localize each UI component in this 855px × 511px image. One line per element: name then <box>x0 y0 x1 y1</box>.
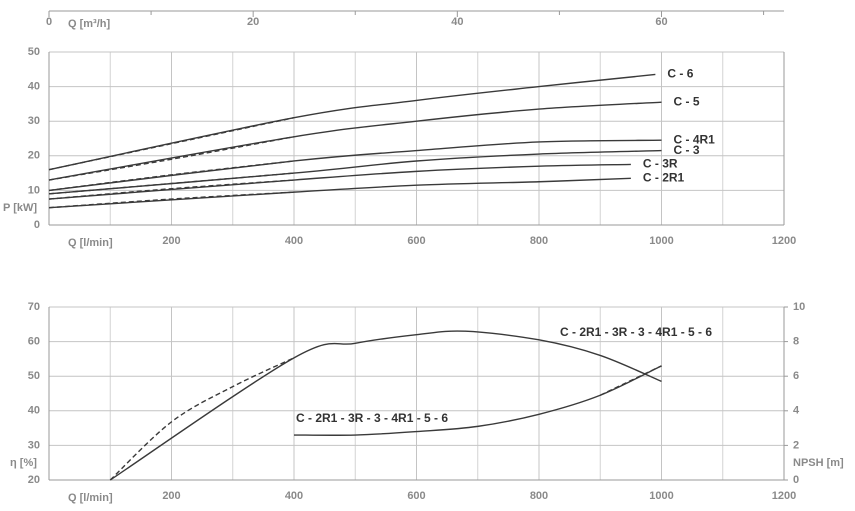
x-axis-label: Q [l/min] <box>68 237 113 249</box>
x2-tick-label: 40 <box>451 16 463 28</box>
y-axis-label: η [%] <box>10 457 37 469</box>
y-tick-label: 60 <box>28 336 40 348</box>
x-tick-label: 1000 <box>649 235 673 247</box>
x2-tick-label: 20 <box>247 16 259 28</box>
y-tick-label: 40 <box>28 405 40 417</box>
x2-tick-label: 0 <box>46 16 52 28</box>
x2-axis-label: Q [m³/h] <box>68 18 110 30</box>
series-label: C - 3 <box>674 143 700 157</box>
y-tick-label: 10 <box>28 184 40 196</box>
curve <box>293 365 662 436</box>
x-tick-label: 200 <box>162 235 180 247</box>
series-label: C - 4R1 <box>674 132 716 146</box>
y-tick-label: 70 <box>28 301 40 313</box>
curve <box>48 101 662 181</box>
series-label: C - 2R1 <box>643 170 685 184</box>
curve <box>48 73 656 171</box>
y-tick-label: 50 <box>28 46 40 58</box>
x-tick-label: 400 <box>285 490 303 502</box>
x-tick-label: 800 <box>530 490 548 502</box>
x-tick-label: 1200 <box>772 235 796 247</box>
series-label: C - 2R1 - 3R - 3 - 4R1 - 5 - 6 <box>296 411 448 425</box>
y2-tick-label: 4 <box>793 405 800 417</box>
y2-tick-label: 8 <box>793 336 799 348</box>
y-tick-label: 20 <box>28 474 40 486</box>
x-tick-label: 200 <box>162 490 180 502</box>
curve <box>109 357 295 481</box>
x-tick-label: 600 <box>407 235 425 247</box>
x-tick-label: 1000 <box>649 490 673 502</box>
curve <box>48 163 631 200</box>
curve <box>48 177 631 209</box>
y2-tick-label: 10 <box>793 301 805 313</box>
y-tick-label: 0 <box>34 219 40 231</box>
curve <box>109 330 662 481</box>
series-label: C - 2R1 - 3R - 3 - 4R1 - 5 - 6 <box>560 325 712 339</box>
y-tick-label: 30 <box>28 439 40 451</box>
series-label: C - 3R <box>643 157 678 171</box>
x-tick-label: 800 <box>530 235 548 247</box>
x-tick-label: 1200 <box>772 490 796 502</box>
x-axis-label: Q [l/min] <box>68 492 113 504</box>
series-label: C - 5 <box>674 94 700 108</box>
y2-tick-label: 2 <box>793 439 799 451</box>
y-tick-label: 50 <box>28 370 40 382</box>
y2-tick-label: 6 <box>793 370 799 382</box>
curve <box>48 139 662 192</box>
x2-tick-label: 60 <box>655 16 667 28</box>
y2-tick-label: 0 <box>793 474 799 486</box>
y-tick-label: 40 <box>28 81 40 93</box>
y-tick-label: 20 <box>28 150 40 162</box>
x-tick-label: 400 <box>285 235 303 247</box>
curve <box>48 149 662 195</box>
y-tick-label: 30 <box>28 115 40 127</box>
series-label: C - 6 <box>667 67 693 81</box>
y2-axis-label: NPSH [m] <box>793 457 844 469</box>
x-tick-label: 600 <box>407 490 425 502</box>
y-axis-label: P [kW] <box>3 202 37 214</box>
